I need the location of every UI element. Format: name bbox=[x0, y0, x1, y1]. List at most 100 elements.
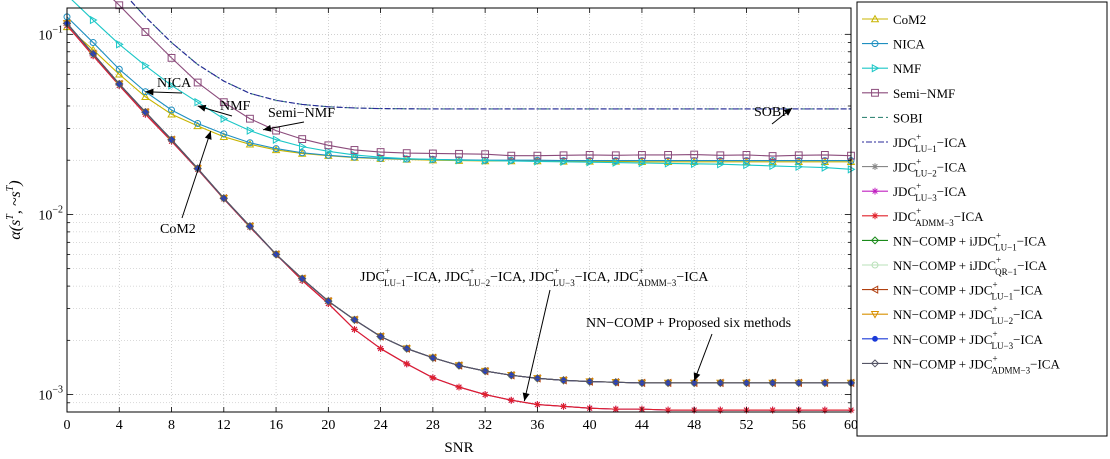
annotation-sobi: SOBI bbox=[754, 105, 793, 125]
x-tick-label: 48 bbox=[687, 418, 701, 433]
data-point-nn_admm3 bbox=[376, 332, 385, 341]
data-point-nmf bbox=[638, 158, 647, 168]
annotation-nica: NICA bbox=[145, 76, 192, 96]
data-point-nmf bbox=[534, 157, 542, 166]
data-point-nmf bbox=[168, 81, 176, 90]
legend-label: NN−COMP + JDC+ LU−1−ICA bbox=[893, 280, 1043, 302]
legend-item-nica: NICA bbox=[862, 37, 925, 52]
data-point-nica bbox=[272, 145, 280, 153]
legend-marker bbox=[871, 212, 879, 220]
data-point-nn_admm3 bbox=[402, 344, 411, 353]
annotation-text: SOBI bbox=[754, 105, 786, 120]
series-seminmf bbox=[113, 0, 855, 160]
series-line-nn_admm3 bbox=[66, 23, 851, 384]
legend-label: SOBI bbox=[893, 110, 923, 125]
data-point-admm3 bbox=[455, 383, 463, 391]
data-point-nmf bbox=[116, 40, 124, 49]
data-point-seminmf bbox=[742, 151, 751, 159]
data-point-nica bbox=[821, 157, 829, 165]
x-tick-label: 32 bbox=[478, 418, 492, 433]
data-point-com2 bbox=[167, 109, 176, 118]
annotation-text: NICA bbox=[157, 76, 192, 91]
legend-item-seminmf: Semi−NMF bbox=[862, 86, 955, 101]
data-point-admm3 bbox=[612, 405, 620, 413]
data-point-nica bbox=[795, 157, 803, 165]
x-tick-label: 56 bbox=[792, 418, 806, 433]
legend-item-admm3: JDC+ ADMM−3−ICA bbox=[862, 206, 984, 228]
data-point-nn_admm3 bbox=[533, 374, 542, 383]
legend-item-nn_lu2: NN−COMP + JDC+ LU−2−ICA bbox=[862, 304, 1043, 326]
series-line-seminmf bbox=[113, 0, 852, 157]
legend-label: NMF bbox=[893, 61, 921, 76]
data-point-nn_admm3 bbox=[271, 250, 281, 259]
data-point-admm3 bbox=[821, 406, 829, 414]
data-point-nica bbox=[115, 65, 123, 73]
data-point-nmf bbox=[586, 157, 595, 167]
data-point-nn_admm3 bbox=[585, 377, 594, 386]
data-point-nn_admm3 bbox=[428, 353, 437, 362]
data-point-nn_admm3 bbox=[690, 378, 699, 388]
data-point-seminmf bbox=[481, 150, 490, 159]
legend-marker bbox=[871, 261, 879, 269]
legend-item-lu1: JDC+ LU−1−ICA bbox=[862, 132, 967, 154]
annotation-text: NMF bbox=[220, 99, 251, 114]
data-point-nmf bbox=[690, 159, 699, 169]
legend-item-com2: CoM2 bbox=[862, 12, 926, 27]
data-point-nmf bbox=[717, 159, 725, 169]
y-label-sup1: T bbox=[5, 213, 16, 220]
legend-item-lu2: JDC+ LU−2−ICA bbox=[862, 157, 967, 179]
data-point-nn_admm3 bbox=[454, 361, 464, 370]
data-point-nmf bbox=[560, 157, 568, 167]
legend-label: JDC+ ADMM−3−ICA bbox=[893, 206, 984, 228]
y-label-sup2: T bbox=[5, 184, 16, 191]
data-point-admm3 bbox=[403, 360, 411, 368]
annotation-jdc_group: JDC+ LU−1−ICA, JDC+ LU−2−ICA, JDC+ LU−3−ICA… bbox=[360, 266, 709, 402]
data-point-seminmf bbox=[638, 151, 646, 159]
y-label-tilde: ~s bbox=[7, 191, 24, 206]
legend-label: JDC+ LU−1−ICA bbox=[893, 132, 967, 154]
x-axis-label: SNR bbox=[444, 440, 473, 456]
data-point-admm3 bbox=[481, 391, 489, 398]
annotation-arrowhead bbox=[263, 124, 272, 132]
annotation-arrow bbox=[693, 333, 713, 382]
data-point-seminmf bbox=[167, 53, 176, 62]
data-point-nn_admm3 bbox=[716, 378, 725, 388]
data-point-nica bbox=[246, 139, 254, 147]
x-tick-label: 60 bbox=[844, 418, 858, 433]
x-tick-label: 16 bbox=[269, 418, 283, 433]
legend-item-nmf: NMF bbox=[862, 61, 921, 76]
data-point-admm3 bbox=[507, 396, 515, 404]
data-point-seminmf bbox=[455, 149, 463, 158]
data-point-admm3 bbox=[377, 345, 384, 352]
legend-label: JDC+ LU−2−ICA bbox=[893, 157, 967, 179]
annotations: NICA NMF Semi−NMF SOBI CoM2 JDC+ LU−1−ICA, JDC… bbox=[145, 76, 793, 402]
y-tick-label: 10−1 bbox=[38, 24, 63, 43]
data-point-nn_admm3 bbox=[115, 79, 124, 89]
legend-label: NN−COMP + JDC+ LU−2−ICA bbox=[893, 304, 1043, 326]
x-tick-label: 0 bbox=[64, 418, 71, 433]
annotation-com2: CoM2 bbox=[160, 130, 212, 237]
plot-frame bbox=[66, 7, 852, 413]
data-point-nn_admm3 bbox=[663, 378, 673, 388]
annotation-text: Semi−NMF bbox=[268, 106, 335, 121]
data-point-com2 bbox=[663, 157, 673, 166]
data-point-seminmf bbox=[193, 78, 202, 87]
legend-label: NN−COMP + iJDC+ QR−1−ICA bbox=[893, 255, 1048, 277]
legend-label: NN−COMP + JDC+ LU−3−ICA bbox=[893, 329, 1043, 351]
annotation-text: NN−COMP + Proposed six methods bbox=[586, 316, 791, 331]
legend-item-nn_lu3: NN−COMP + JDC+ LU−3−ICA bbox=[862, 329, 1043, 351]
data-point-nn_admm3 bbox=[611, 378, 620, 387]
legend-box bbox=[856, 1, 1108, 437]
data-point-nn_admm3 bbox=[820, 378, 829, 388]
data-point-nmf bbox=[272, 135, 281, 144]
plot-background bbox=[67, 8, 851, 412]
data-point-admm3 bbox=[429, 374, 437, 382]
data-point-seminmf bbox=[664, 151, 672, 159]
axes: 0 4 8 12 16 20 24 28 32 36 40 44 48 52 56 6010−310−210−… bbox=[38, 8, 858, 433]
data-point-nmf bbox=[325, 147, 333, 156]
data-point-admm3 bbox=[351, 325, 358, 333]
series-line-lu1 bbox=[129, 0, 851, 110]
data-point-seminmf bbox=[820, 151, 829, 159]
data-point-seminmf bbox=[585, 151, 594, 159]
